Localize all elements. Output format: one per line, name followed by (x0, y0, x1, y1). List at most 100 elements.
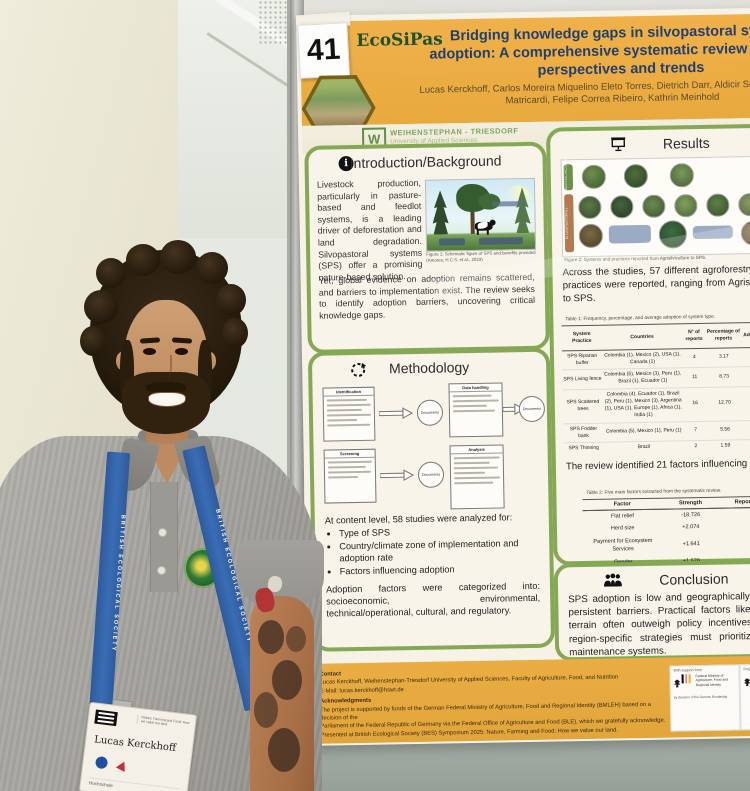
badge-red-mark-icon (115, 759, 129, 772)
methodology-content: At content level, 58 studies were analyz… (325, 512, 540, 579)
conclusion-heading: Conclusion (659, 570, 729, 588)
system-photo-circle (623, 163, 649, 189)
fig2-label-silvopastoral: SILVOPASTORAL (564, 194, 575, 253)
system-photo-circle (706, 193, 730, 217)
fig1-label-pill-2 (478, 237, 524, 245)
tattoo (268, 728, 300, 772)
results-heading: Results (662, 134, 710, 152)
bullet-item: Country/climate zone of implementation a… (339, 538, 539, 565)
cow-leg-2 (486, 229, 489, 235)
hair-curl (80, 326, 106, 356)
system-photo-circle (578, 195, 602, 220)
results-paragraph-1: Across the studies, 57 different agrofor… (562, 263, 750, 305)
table-row: Payment for Ecosystem Services+1.64113 (… (593, 538, 700, 553)
support-logo-box: With support from Federal Ministry of Ag… (669, 664, 741, 732)
tattoo (286, 626, 306, 652)
university-name: WEIHENSTEPHAN - TRIESDORF (389, 126, 519, 138)
system-photo-circle (674, 194, 698, 218)
results-paragraph-2: The review identified 21 factors influen… (565, 457, 750, 473)
figure2-systems-grid: AGRISILVICULTURE SILVOPASTORAL (560, 152, 750, 258)
methodology-categories-line: Adoption factors were categorized into: … (325, 580, 541, 619)
flow-arrow-2 (379, 468, 415, 487)
poster-footer: Contact Lucas Kerckhoff, Weihenstephan-T… (311, 654, 750, 744)
system-photo-circle (740, 220, 750, 246)
people-icon (604, 573, 623, 587)
flow-box-identification: Identification (322, 386, 376, 442)
conference-poster: 41 EcoSiPas Bridging knowledge gaps in s… (295, 6, 750, 746)
badge-event-text: Nature, Farming and Food: How we value o… (136, 714, 194, 731)
hair-curl (160, 240, 196, 274)
methodology-bullets: Type of SPS Country/climate zone of impl… (339, 525, 540, 578)
hair-curl (84, 290, 118, 324)
badge-name: Lucas Kerckhoff (93, 734, 177, 754)
flow-box-screening: Screening (323, 448, 377, 504)
table1-caption: Table 1: Frequency, percentage, and aver… (565, 314, 716, 323)
flow-arrow-1 (378, 406, 413, 425)
hair-curl (196, 252, 228, 284)
intro-heading: Introduction/Background (349, 152, 502, 172)
tattooed-forearm (250, 596, 314, 791)
methodology-heading: Methodology (388, 359, 470, 377)
fig2-text-pill (692, 225, 733, 240)
shirt-placket (150, 482, 178, 592)
ministry-eagle-icon (674, 679, 681, 687)
hair-curl (222, 318, 248, 348)
hair-curl (216, 284, 246, 316)
manager-logo-box: Project manager (739, 662, 750, 731)
section-conclusion: Conclusion SPS adoption is low and geogr… (553, 558, 750, 662)
support-note: by decision of the German Bundestag (673, 694, 728, 700)
section-introduction: i Introduction/Background Livestock prod… (304, 141, 550, 354)
table2-caption: Table 2: Five main factors extracted fro… (586, 488, 722, 497)
figure1-caption: Figure 1: Schematic figure of SPS and be… (426, 249, 536, 263)
cow-head (489, 219, 496, 226)
flow-circle-documents-2: Documents (417, 461, 445, 488)
hair-curl (96, 258, 126, 288)
flow-circle-documents-1: Documents (416, 399, 444, 426)
cycle-icon (350, 362, 367, 378)
flow-box-analysis: Analysis (449, 444, 505, 510)
conifer-tree-left (432, 190, 449, 234)
system-photo-circle (610, 195, 634, 219)
person-mustache (146, 382, 186, 392)
intro-paragraph-1: Livestock production, particularly in pa… (316, 177, 423, 283)
fig2-text-pill (608, 224, 652, 244)
glass-mullion (287, 0, 290, 791)
system-photo-circle (642, 194, 666, 218)
shirt-button (157, 566, 166, 575)
conference-badge: Nature, Farming and Food: How we value o… (78, 701, 198, 791)
poster-title: Bridging knowledge gaps in silvopastoral… (429, 22, 750, 80)
cow-leg (476, 229, 479, 235)
system-photo-circle (581, 164, 607, 190)
system-photo-circle (658, 220, 688, 249)
fig1-label-pill-3 (492, 201, 523, 207)
table1-system-types: System Practice Countries N° of reports … (561, 322, 750, 455)
person-eye (143, 348, 156, 355)
fig1-label-pill (438, 238, 466, 246)
badge-blue-dot-icon (94, 755, 109, 770)
footer-text: Contact Lucas Kerckhoff, Weihenstephan-T… (319, 663, 670, 740)
system-photo-circle (738, 192, 750, 217)
shirt-button (158, 528, 167, 537)
conclusion-text: SPS adoption is low and geographically u… (568, 590, 750, 659)
section-methodology: Methodology Identification Screening Doc… (307, 347, 556, 652)
fig2-label-agrisilviculture: AGRISILVICULTURE (563, 152, 574, 191)
flow-circle-documents-3: Documents (518, 395, 546, 423)
hair-curl (126, 244, 160, 276)
system-photo-circle (578, 223, 604, 249)
poster-header: 41 EcoSiPas Bridging knowledge gaps in s… (295, 11, 750, 126)
bes-logo (94, 709, 118, 727)
tattoo (272, 660, 302, 700)
ministry-eagle-icon (744, 678, 750, 686)
manager-label: Project manager (743, 667, 750, 672)
figure1-schematic (424, 177, 537, 252)
tattoo (258, 620, 284, 654)
person-nose (161, 355, 172, 381)
poster-number-card: 41 (297, 22, 350, 79)
badge-subtext: Hochschule (88, 777, 180, 791)
screen-icon (610, 137, 626, 152)
intro-paragraph-2: Yet, global evidence on adoption remains… (318, 271, 536, 321)
support-org: Federal Ministry of Agriculture, Food an… (695, 673, 729, 687)
bullet-item: Factors influencing adoption (340, 563, 540, 578)
